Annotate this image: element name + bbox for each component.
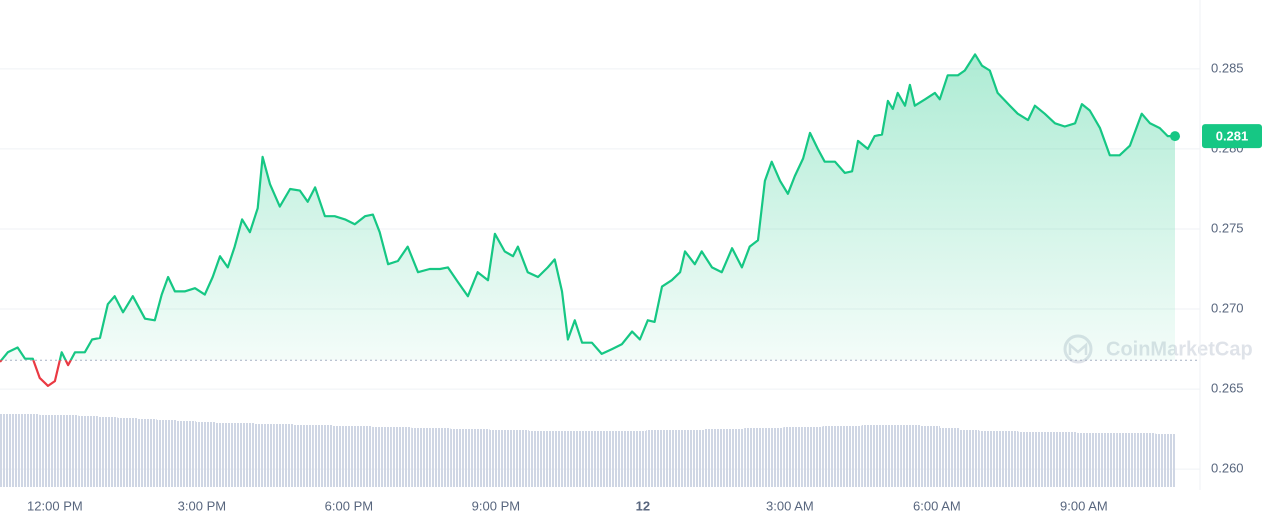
volume-bar bbox=[1037, 432, 1058, 487]
volume-bar bbox=[1155, 434, 1175, 487]
volume-bar bbox=[1116, 433, 1136, 487]
volume-bar bbox=[1096, 433, 1117, 487]
volume-bar bbox=[274, 424, 294, 487]
y-tick-label: 0.265 bbox=[1211, 381, 1244, 396]
x-tick-label: 9:00 PM bbox=[472, 498, 520, 513]
x-tick-label: 12:00 PM bbox=[27, 498, 83, 513]
volume-bar bbox=[685, 430, 705, 487]
volume-bar bbox=[470, 429, 490, 487]
volume-bar bbox=[58, 415, 79, 487]
volume-bar bbox=[763, 428, 784, 487]
last-price-box bbox=[1202, 124, 1262, 149]
volume-bar bbox=[1077, 433, 1097, 487]
volume-bar bbox=[97, 417, 118, 487]
volume-bar bbox=[430, 428, 451, 487]
volume-bar bbox=[567, 431, 588, 487]
volume-bar bbox=[528, 431, 549, 487]
volume-bar bbox=[1057, 432, 1078, 487]
volume-bar bbox=[509, 430, 529, 487]
volume-bar bbox=[626, 431, 647, 487]
volume-bar bbox=[959, 430, 980, 487]
last-price-label: 0.281 bbox=[1216, 129, 1249, 144]
volume-bar bbox=[900, 425, 921, 487]
volume-bar bbox=[156, 420, 177, 487]
price-line bbox=[0, 53, 1175, 361]
volume-bar bbox=[940, 428, 960, 487]
volume-bar bbox=[78, 416, 98, 487]
volume-bar bbox=[705, 429, 725, 487]
volume-bar bbox=[293, 425, 314, 487]
volume-bar bbox=[1018, 432, 1038, 487]
y-tick-label: 0.285 bbox=[1211, 60, 1244, 75]
volume-bar bbox=[117, 418, 138, 487]
volume-bar bbox=[313, 425, 333, 487]
volume-bar bbox=[391, 427, 412, 487]
volume-bar bbox=[235, 423, 255, 487]
volume-bar bbox=[881, 425, 901, 487]
x-tick-label: 6:00 PM bbox=[325, 498, 373, 513]
volume-bar bbox=[607, 431, 627, 487]
volume-bar bbox=[0, 414, 20, 487]
volume-bar bbox=[137, 419, 157, 487]
x-tick-label: 3:00 PM bbox=[178, 498, 226, 513]
volume-bar bbox=[372, 427, 392, 487]
volume-bar bbox=[19, 414, 40, 487]
volume-bar bbox=[802, 427, 823, 487]
x-tick-label: 9:00 AM bbox=[1060, 498, 1108, 513]
last-point bbox=[1170, 131, 1181, 142]
volume-bar bbox=[920, 426, 940, 487]
volume-bar bbox=[587, 431, 608, 487]
volume-bar bbox=[1135, 433, 1156, 487]
volume-bar bbox=[998, 431, 1019, 487]
volume-bar bbox=[724, 429, 745, 487]
volume-bar bbox=[176, 421, 196, 487]
volume-bar bbox=[548, 431, 568, 487]
volume-bar bbox=[195, 422, 216, 487]
volume-bar bbox=[861, 425, 882, 487]
volume-bar bbox=[665, 430, 686, 487]
volume-bar bbox=[646, 430, 666, 487]
y-tick-label: 0.260 bbox=[1211, 461, 1244, 476]
y-tick-label: 0.275 bbox=[1211, 220, 1244, 235]
volume-bar bbox=[744, 428, 764, 487]
volume-bar bbox=[254, 424, 275, 487]
volume-bar bbox=[39, 415, 59, 487]
volume-bar bbox=[411, 428, 431, 487]
volume-bar bbox=[215, 423, 235, 487]
x-tick-label: 6:00 AM bbox=[913, 498, 961, 513]
volume-bar bbox=[822, 426, 843, 487]
volume-bar bbox=[489, 430, 510, 487]
price-area bbox=[1, 54, 1176, 361]
x-tick-label: 3:00 AM bbox=[766, 498, 814, 513]
volume-bar bbox=[979, 431, 999, 487]
volume-bar bbox=[352, 426, 373, 487]
volume-bar bbox=[783, 427, 803, 487]
volume-bar bbox=[332, 426, 353, 487]
y-tick-label: 0.270 bbox=[1211, 300, 1244, 315]
x-tick-label: 12 bbox=[636, 498, 650, 513]
volume-bar bbox=[842, 426, 862, 487]
volume-bar bbox=[450, 429, 470, 487]
